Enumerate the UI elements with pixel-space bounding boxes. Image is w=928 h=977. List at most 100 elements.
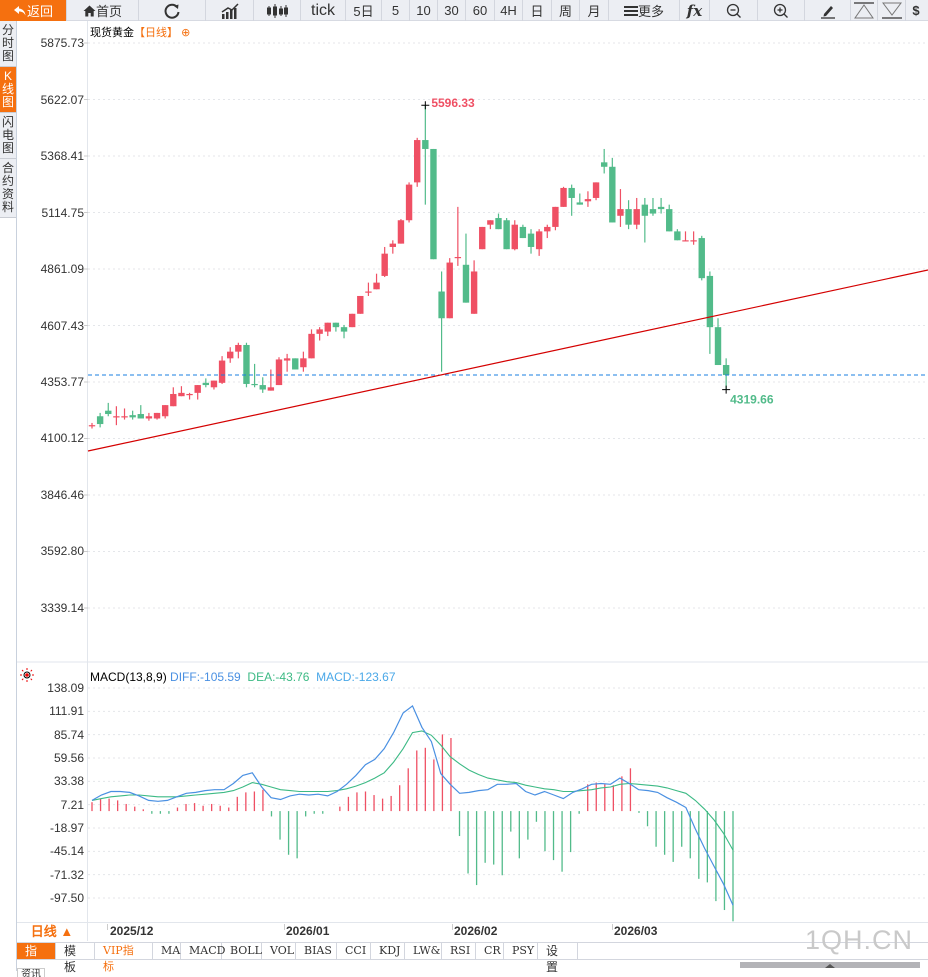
period-4h[interactable]: 4H	[495, 0, 523, 21]
indicator-vol[interactable]: VOL	[262, 943, 296, 959]
candle-body	[568, 187, 575, 198]
period-10min[interactable]: 10	[410, 0, 438, 21]
side-tab-timeshare[interactable]: 分时图	[0, 21, 16, 67]
trendline[interactable]	[87, 269, 928, 452]
period-month[interactable]: 月	[580, 0, 609, 21]
zoom-in-button[interactable]	[758, 0, 805, 21]
menu-icon	[623, 5, 638, 16]
side-tab-kline[interactable]: K线图	[0, 67, 16, 113]
price-tick-label: 4353.77	[40, 375, 84, 389]
left-divider	[16, 21, 17, 971]
candle-body	[170, 393, 177, 407]
date-tick	[612, 924, 613, 930]
more-label: 更多	[637, 4, 664, 19]
period-day[interactable]: 日	[523, 0, 552, 21]
candle-body	[487, 220, 494, 225]
candle-body	[552, 206, 559, 227]
candle-body	[544, 226, 551, 232]
home-button[interactable]: 首页	[67, 0, 139, 21]
candle-body	[560, 187, 567, 207]
indicator-cr[interactable]: CR	[476, 943, 504, 959]
candle-body	[275, 359, 283, 386]
indicator-tab-indicators[interactable]: 指标	[17, 943, 56, 974]
period-30min[interactable]: 30	[438, 0, 466, 21]
period-60min[interactable]: 60	[466, 0, 495, 21]
indicator-ma[interactable]: MA	[153, 943, 181, 959]
candle-body	[96, 416, 104, 425]
candle-body	[617, 209, 624, 216]
move-down-button[interactable]	[878, 0, 906, 21]
candle-body	[145, 416, 153, 419]
dollar-button[interactable]: $	[912, 3, 920, 18]
candle-body	[283, 358, 291, 361]
candle-body	[202, 382, 210, 386]
y-axis-line	[87, 21, 88, 941]
daily-toggle-button[interactable]: 日线 ▲	[30, 924, 74, 939]
formula-button[interactable]: fx	[680, 0, 710, 21]
dea-line	[91, 730, 734, 851]
macd-tick-label: 7.21	[60, 797, 84, 812]
candle-body	[690, 240, 697, 242]
top-toolbar: 返回 首页 tick 5日 5 10 30 60 4H 日 周 月 更多 fx …	[0, 0, 928, 21]
indicator-cci[interactable]: CCI	[337, 943, 371, 959]
indicator-kdj[interactable]: KDJ	[371, 943, 405, 959]
indicator-tab-vip[interactable]: VIP指标	[95, 943, 153, 973]
macd-macd-value: MACD:-123.67	[316, 670, 396, 684]
chart-title: 现货黄金【日线】 ⊕	[90, 24, 190, 40]
zoom-out-button[interactable]	[710, 0, 758, 21]
back-button[interactable]: 返回	[0, 0, 67, 21]
high-label: 5596.33	[431, 96, 475, 110]
indicator-psy[interactable]: PSY	[504, 943, 538, 959]
side-tab-contract[interactable]: 合约资料	[0, 159, 16, 218]
candle-body	[706, 275, 714, 328]
bottom-tab-news[interactable]: 资讯	[17, 968, 45, 977]
candle-body	[714, 327, 722, 366]
triangle-down-icon	[881, 2, 902, 19]
trend-chart-button[interactable]	[206, 0, 254, 21]
date-label-2026-01: 2026/01	[286, 924, 330, 938]
price-tick-label: 3592.80	[40, 544, 84, 559]
candle-body	[414, 140, 421, 183]
refresh-button[interactable]	[139, 0, 206, 21]
plus-circle-icon[interactable]: ⊕	[181, 27, 191, 39]
indicator-macd[interactable]: MACD	[181, 943, 225, 959]
macd-tick-label: -45.14	[49, 844, 84, 859]
macd-tick-label: 59.56	[53, 751, 84, 765]
price-tick-label: 5875.73	[40, 36, 84, 50]
candlestick-button[interactable]	[254, 0, 301, 21]
indicator-rsi[interactable]: RSI	[442, 943, 476, 959]
period-week[interactable]: 周	[552, 0, 580, 21]
candle-body	[357, 295, 364, 314]
candle-body	[381, 253, 388, 276]
scrollbar[interactable]	[740, 962, 920, 968]
indicator-tab-template[interactable]: 模板	[56, 943, 95, 974]
macd-settings-icon[interactable]	[20, 668, 34, 682]
more-button[interactable]: 更多	[609, 0, 680, 21]
draw-button[interactable]	[805, 0, 851, 21]
candle-body	[251, 383, 258, 386]
candle-body	[332, 322, 340, 328]
candle-body	[121, 416, 128, 418]
period-tick[interactable]: tick	[301, 0, 346, 21]
candle-body	[576, 202, 583, 205]
indicator-lw[interactable]: LW&	[405, 943, 442, 959]
indicator-settings[interactable]: 设置	[538, 943, 578, 974]
candle-body	[88, 425, 96, 427]
candle-body	[609, 166, 616, 223]
period-5day[interactable]: 5日	[346, 0, 382, 21]
indicator-bias[interactable]: BIAS	[296, 943, 337, 959]
candle-body	[324, 322, 331, 332]
candle-body	[308, 333, 315, 359]
move-up-button[interactable]	[851, 0, 878, 21]
candle-body	[227, 351, 234, 359]
candle-body	[511, 224, 518, 250]
candle-body	[161, 405, 169, 417]
period-5min[interactable]: 5	[382, 0, 410, 21]
candle-body	[454, 256, 462, 259]
candle-body	[259, 385, 266, 390]
indicator-boll[interactable]: BOLL	[222, 943, 262, 959]
price-tick-label: 4861.09	[40, 262, 84, 276]
macd-tick-label: -71.32	[49, 867, 84, 882]
side-tab-flash[interactable]: 闪电图	[0, 113, 16, 159]
